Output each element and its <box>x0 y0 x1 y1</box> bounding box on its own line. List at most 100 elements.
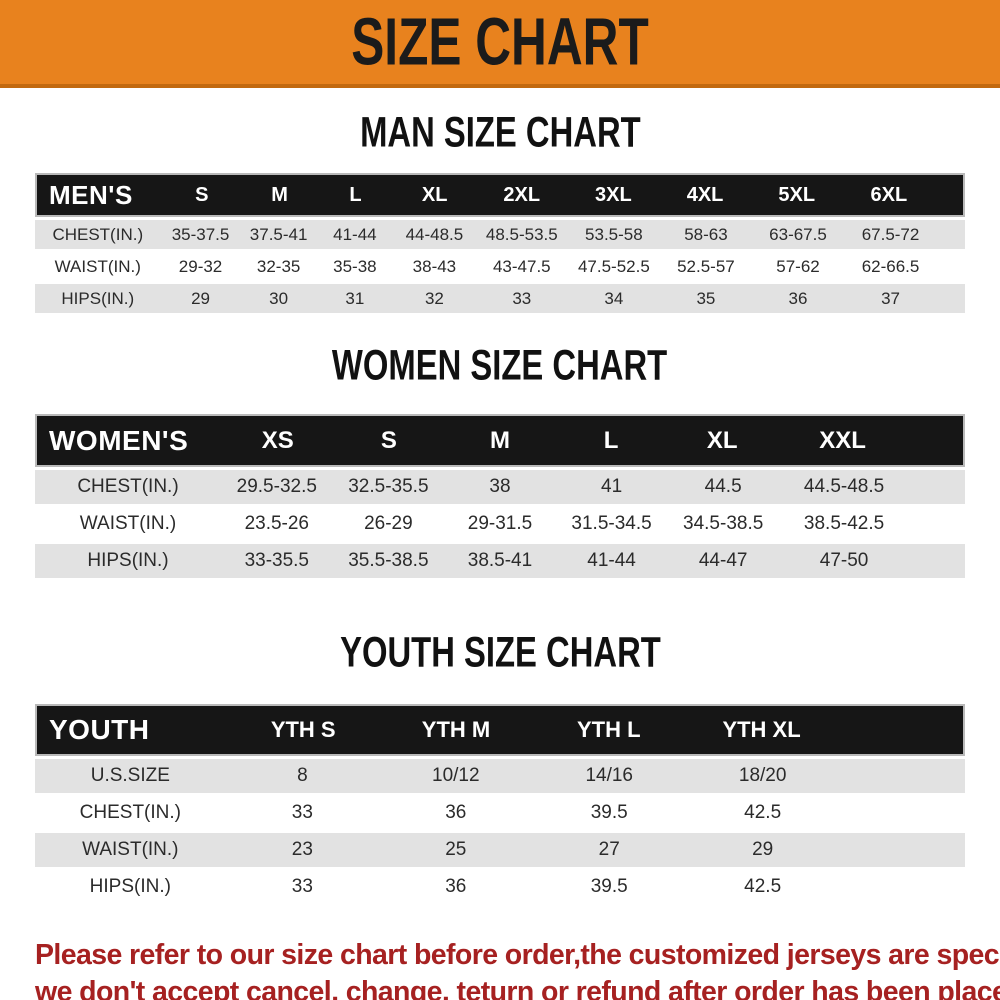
table-header-row: WOMEN'S XS S M L XL XXL <box>35 414 965 467</box>
size-column-header: L <box>603 426 619 454</box>
value-cell: 62-66.5 <box>861 256 920 276</box>
value-cell: 35-37.5 <box>171 224 230 244</box>
size-column-header: YTH L <box>577 717 641 742</box>
banner-title: SIZE CHART <box>351 4 649 80</box>
row-label-cell: CHEST(IN.) <box>77 476 179 497</box>
value-cell: 42.5 <box>744 802 782 823</box>
value-cell: 39.5 <box>590 802 628 823</box>
women-section-title: WOMEN SIZE CHART <box>332 340 668 390</box>
row-label-cell: WAIST(IN.) <box>79 513 177 534</box>
women-section-title-wrap: WOMEN SIZE CHART <box>0 340 1000 394</box>
men-size-table: MEN'S S M L XL 2XL 3XL 4XL 5XL 6XL CHEST(IN.) 35-37… <box>35 173 965 313</box>
value-cell: 42.5 <box>744 876 782 897</box>
footer-note: Please refer to our size chart before or… <box>0 937 1000 1000</box>
women-size-section: WOMEN SIZE CHART WOMEN'S XS S M L XL XXL CHEST(… <box>0 340 1000 578</box>
value-cell: 35 <box>696 288 716 308</box>
value-cell: 23.5-26 <box>244 513 310 534</box>
value-cell: 32 <box>424 288 444 308</box>
size-column-header: YTH XL <box>722 717 801 742</box>
value-cell: 10/12 <box>432 765 480 786</box>
men-section-title-wrap: MAN SIZE CHART <box>0 107 1000 161</box>
value-cell: 48.5-53.5 <box>485 224 558 244</box>
value-cell: 33-35.5 <box>244 550 310 571</box>
value-cell: 29 <box>191 288 210 308</box>
value-cell: 14/16 <box>585 765 633 786</box>
table-row: WAIST(IN.) 29-32 32-35 35-38 38-43 43-47.5 47.… <box>35 252 965 281</box>
size-column-header: 3XL <box>595 183 632 206</box>
row-label-cell: CHEST(IN.) <box>79 802 181 823</box>
value-cell: 39.5 <box>590 876 628 897</box>
value-cell: 53.5-58 <box>585 224 643 244</box>
table-row: U.S.SIZE 8 10/12 14/16 18/20 <box>35 759 965 793</box>
table-row: WAIST(IN.) 23 25 27 29 <box>35 833 965 867</box>
table-row: WAIST(IN.) 23.5-26 26-29 29-31.5 31.5-34.5 34… <box>35 507 965 541</box>
value-cell: 44.5-48.5 <box>803 476 885 497</box>
value-cell: 34 <box>604 288 624 308</box>
value-cell: 23 <box>291 839 313 860</box>
value-cell: 29.5-32.5 <box>236 476 317 497</box>
size-column-header: S <box>195 183 209 206</box>
value-cell: 33 <box>291 876 313 897</box>
value-cell: 32.5-35.5 <box>348 476 429 497</box>
men-size-section: MAN SIZE CHART MEN'S S M L XL 2XL 3XL 4XL 5XL 6XL… <box>0 107 1000 313</box>
footer-line1: Please refer to our size chart before or… <box>35 939 1000 971</box>
value-cell: 52.5-57 <box>677 256 735 276</box>
size-column-header: M <box>489 426 510 454</box>
value-cell: 33 <box>512 288 532 308</box>
table-header-row: YOUTH YTH S YTH M YTH L YTH XL <box>35 704 965 756</box>
value-cell: 31.5-34.5 <box>571 513 652 534</box>
value-cell: 67.5-72 <box>861 224 920 244</box>
value-cell: 27 <box>598 839 620 860</box>
value-cell: 38.5-41 <box>467 550 533 571</box>
size-column-header: M <box>271 183 288 206</box>
table-row: HIPS(IN.) 33-35.5 35.5-38.5 38.5-41 41-44 44-… <box>35 544 965 578</box>
value-cell: 29 <box>752 839 774 860</box>
men-section-title: MAN SIZE CHART <box>359 107 641 157</box>
table-header-row: MEN'S S M L XL 2XL 3XL 4XL 5XL 6XL <box>35 173 965 217</box>
row-label-cell: HIPS(IN.) <box>89 876 171 897</box>
size-column-header: 4XL <box>686 183 724 206</box>
row-label-cell: HIPS(IN.) <box>61 288 135 308</box>
row-label-cell: CHEST(IN.) <box>52 224 144 244</box>
size-column-header: XS <box>261 426 294 454</box>
value-cell: 31 <box>345 288 365 308</box>
size-column-header: YTH M <box>421 717 491 742</box>
value-cell: 36 <box>445 802 467 823</box>
value-cell: 29-31.5 <box>467 513 533 534</box>
value-cell: 18/20 <box>738 765 787 786</box>
value-cell: 58-63 <box>684 224 728 244</box>
value-cell: 26-29 <box>364 513 413 534</box>
value-cell: 38 <box>489 476 511 497</box>
size-column-header: L <box>349 183 362 206</box>
size-column-header: XXL <box>819 426 866 454</box>
value-cell: 34.5-38.5 <box>683 513 764 534</box>
size-column-header: XL <box>706 426 738 454</box>
value-cell: 38-43 <box>412 256 457 276</box>
row-label-cell: U.S.SIZE <box>90 765 170 786</box>
size-column-header: 5XL <box>778 183 816 206</box>
value-cell: 37.5-41 <box>249 224 308 244</box>
size-column-header: YTH S <box>270 717 336 742</box>
value-cell: 44-47 <box>698 550 748 571</box>
value-cell: 36 <box>445 876 467 897</box>
size-column-header: 2XL <box>503 183 541 206</box>
value-cell: 41-44 <box>333 224 377 244</box>
value-cell: 47-50 <box>819 550 869 571</box>
youth-size-table: YOUTH YTH S YTH M YTH L YTH XL U.S.SIZE 8 10/12… <box>35 704 965 904</box>
value-cell: 41-44 <box>587 550 636 571</box>
value-cell: 33 <box>291 802 313 823</box>
value-cell: 63-67.5 <box>769 224 827 244</box>
value-cell: 44.5 <box>704 476 742 497</box>
table-row: HIPS(IN.) 33 36 39.5 42.5 <box>35 870 965 904</box>
size-column-header: XL <box>421 183 448 206</box>
table-row: CHEST(IN.) 29.5-32.5 32.5-35.5 38 41 44.5 44.5… <box>35 470 965 504</box>
footer-line2: we don't accept cancel, change, teturn o… <box>35 976 1000 1000</box>
women-size-table: WOMEN'S XS S M L XL XXL CHEST(IN.) 29.5-32.5 32.5… <box>35 414 965 578</box>
value-cell: 57-62 <box>776 256 820 276</box>
value-cell: 38.5-42.5 <box>803 513 885 534</box>
size-column-header: S <box>380 426 397 454</box>
value-cell: 36 <box>788 288 808 308</box>
value-cell: 44-48.5 <box>405 224 464 244</box>
value-cell: 37 <box>881 288 900 308</box>
